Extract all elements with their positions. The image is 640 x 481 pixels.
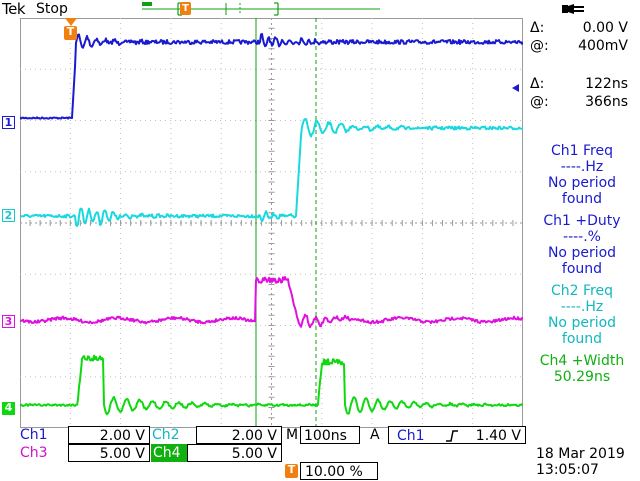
ch1-scale[interactable]: 2.00 V xyxy=(68,426,150,444)
trigger-T-icon: T xyxy=(285,464,298,478)
cursor-readouts: Δ: 0.00 V @: 400mV Δ: 122ns @: 366ns xyxy=(530,20,638,112)
acquisition-run-state: Stop xyxy=(36,1,68,17)
v-cursor-delta: Δ: 0.00 V xyxy=(530,20,628,36)
time: 13:05:07 xyxy=(536,462,599,478)
ch1-label[interactable]: Ch1 xyxy=(20,427,48,443)
waveform-display[interactable] xyxy=(20,18,523,428)
ch4-level-marker[interactable]: 4 xyxy=(2,402,15,415)
trigger-position-icon[interactable]: T xyxy=(64,26,77,40)
top-status-bar: Tek Stop T xyxy=(0,0,640,18)
record-trigger-icon: T xyxy=(180,2,191,15)
ch1-level-marker[interactable]: 1 xyxy=(2,116,15,129)
ch3-scale[interactable]: 5.00 V xyxy=(68,444,150,462)
record-position-indicator xyxy=(142,2,380,16)
v-cursor-position: @: 400mV xyxy=(530,38,628,54)
trigger-level: 1.40 V xyxy=(475,428,521,444)
t-cursor-delta: Δ: 122ns xyxy=(530,76,628,92)
graticule xyxy=(20,18,523,428)
ch3-waveform xyxy=(20,276,523,329)
brand-logo: Tek xyxy=(2,0,26,18)
ch2-scale[interactable]: 2.00 V xyxy=(196,426,282,444)
measurement-ch1-duty[interactable]: Ch1 +Duty ----.% No period found xyxy=(543,213,621,277)
trigger-mode: A xyxy=(370,427,380,443)
ch4-label[interactable]: Ch4 xyxy=(151,444,187,462)
timebase-label: M xyxy=(286,427,299,443)
rising-edge-icon xyxy=(446,430,458,442)
ch1-waveform xyxy=(20,32,523,120)
ch2-level-marker[interactable]: 2 xyxy=(2,209,15,222)
trigger-arrow-icon xyxy=(65,18,77,26)
ch4-waveform xyxy=(20,354,523,416)
trigger-source: Ch1 xyxy=(397,428,425,444)
ch2-label[interactable]: Ch2 xyxy=(152,427,180,443)
measurement-ch4-width[interactable]: Ch4 +Width 50.29ns xyxy=(539,353,625,385)
ch2-waveform xyxy=(20,118,523,227)
cursor-pointer-icon xyxy=(512,84,519,92)
trigger-settings[interactable]: Ch1 1.40 V xyxy=(388,426,526,444)
ch3-label[interactable]: Ch3 xyxy=(20,445,48,461)
ch4-scale[interactable]: 5.00 V xyxy=(187,444,282,462)
plug-icon xyxy=(562,4,584,14)
measurement-panel: Ch1 Freq ----.Hz No period found Ch1 +Du… xyxy=(526,143,638,385)
t-cursor-position: @: 366ns xyxy=(530,94,628,110)
measurement-ch2-freq[interactable]: Ch2 Freq ----.Hz No period found xyxy=(547,283,617,347)
date-time: 18 Mar 2019 13:05:07 xyxy=(536,446,640,478)
timebase-value[interactable]: 100ns xyxy=(300,426,360,444)
measurement-ch1-freq[interactable]: Ch1 Freq ----.Hz No period found xyxy=(547,143,617,207)
date: 18 Mar 2019 xyxy=(536,446,625,462)
trigger-position[interactable]: 10.00 % xyxy=(300,462,378,480)
ch3-level-marker[interactable]: 3 xyxy=(2,315,15,328)
